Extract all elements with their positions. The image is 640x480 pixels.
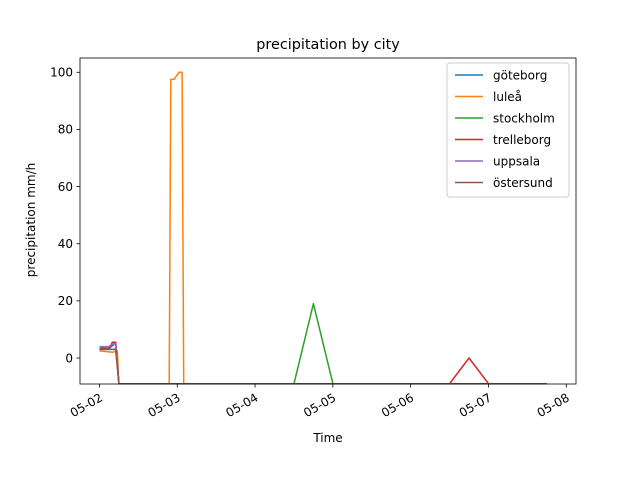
legend-label-1: luleå [493, 90, 522, 104]
y-tick-label: 80 [58, 123, 73, 137]
legend-label-4: uppsala [493, 154, 540, 168]
y-tick-label: 60 [58, 180, 73, 194]
x-axis-label: Time [312, 431, 342, 445]
plot-frame [79, 57, 577, 385]
legend-label-2: stockholm [493, 111, 555, 125]
y-tick-label: 20 [58, 294, 73, 308]
y-axis-label: precipitation mm/h [24, 163, 38, 277]
legend-label-3: trelleborg [493, 133, 551, 147]
legend-label-0: göteborg [493, 68, 547, 82]
y-tick-label: 40 [58, 237, 73, 251]
legend-label-5: östersund [493, 176, 553, 190]
y-tick-label: 100 [50, 66, 73, 80]
legend: göteborg luleå stockholm trelleborg uppsala ö… [446, 62, 570, 198]
y-tick-label: 0 [65, 351, 73, 365]
chart-title: precipitation by city [256, 37, 400, 53]
